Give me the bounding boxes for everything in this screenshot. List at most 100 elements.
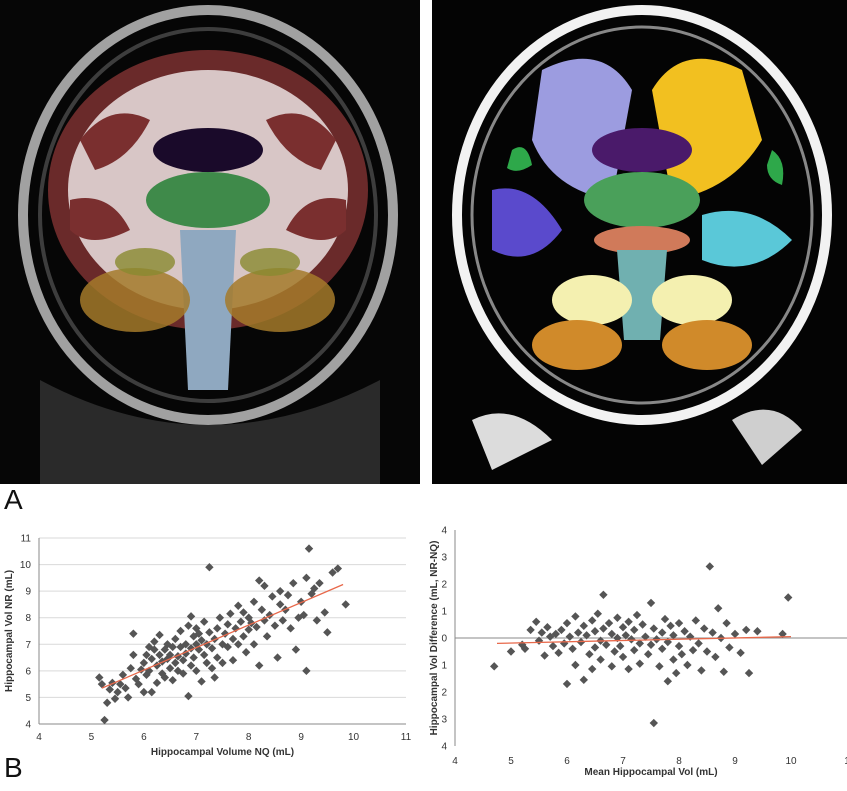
scatter-x-tick-label: 6 xyxy=(141,732,147,743)
bland-altman-data-point xyxy=(571,660,580,670)
bland-altman-data-point xyxy=(532,617,541,626)
scatter-data-point xyxy=(275,600,285,609)
bland-altman-data-point xyxy=(616,641,625,651)
bland-altman-data-point xyxy=(590,627,600,636)
bland-altman-data-point xyxy=(630,625,639,635)
bland-altman-y-tick-label: 4 xyxy=(441,742,447,753)
panel-b-label: B xyxy=(4,752,23,783)
bland-altman-data-point xyxy=(711,652,720,662)
scatter-data-point xyxy=(289,578,298,588)
scatter-data-point xyxy=(310,584,319,593)
scatter-data-point xyxy=(283,590,293,600)
scatter-data-point xyxy=(228,634,238,644)
bland-altman-data-point xyxy=(700,624,709,633)
bland-altman-data-point xyxy=(574,628,583,637)
bland-altman-data-point xyxy=(596,655,605,664)
bland-altman-data-point xyxy=(543,623,552,632)
bland-altman-data-point xyxy=(548,641,558,651)
scatter-data-point xyxy=(315,578,324,588)
bland-altman-data-point xyxy=(708,628,717,637)
bland-altman-data-point xyxy=(579,675,588,685)
mri-coronal-segmented-image xyxy=(432,0,847,484)
scatter-data-point xyxy=(268,592,277,601)
bland-altman-data-point xyxy=(644,650,653,659)
bland-altman-data-point xyxy=(736,648,745,658)
scatter-data-point xyxy=(299,610,308,620)
bland-altman-data-point xyxy=(610,647,619,656)
bland-altman-data-point xyxy=(562,679,572,689)
scatter-data-point xyxy=(123,693,133,702)
bland-altman-x-tick-label: 6 xyxy=(564,756,570,767)
bland-altman-data-point xyxy=(672,668,681,678)
bland-altman-data-point xyxy=(714,604,723,613)
bland-altman-trend-line xyxy=(496,636,792,645)
scatter-data-point xyxy=(304,544,314,553)
bland-altman-data-point xyxy=(674,618,684,628)
scatter-data-point xyxy=(341,600,350,609)
bland-altman-data-point xyxy=(571,612,580,621)
bland-altman-data-point xyxy=(607,662,616,671)
bland-altman-data-point xyxy=(602,640,611,649)
scatter-data-point xyxy=(223,642,232,652)
bland-altman-data-point xyxy=(568,644,577,653)
bland-altman-data-point xyxy=(618,652,628,662)
bland-altman-data-point xyxy=(688,645,698,655)
scatter-y-tick-label: 5 xyxy=(25,693,31,704)
panel-a-label: A xyxy=(4,484,23,515)
bland-altman-data-point xyxy=(599,624,608,633)
correlation-scatter-chart: 4 5 6 7 8 9 10 11 4 5 6 7 8 9 10 11 Hippocampal Volume N… xyxy=(0,515,420,760)
scatter-data-point xyxy=(215,613,225,622)
scatter-data-point xyxy=(210,673,219,682)
scatter-data-point xyxy=(168,675,177,685)
scatter-x-tick-label: 4 xyxy=(36,732,42,743)
scatter-x-tick-label: 10 xyxy=(348,732,360,743)
bland-altman-x-axis-title: Mean Hippocampal Vol (mL) xyxy=(584,767,717,778)
bland-altman-y-tick-label: 3 xyxy=(441,553,447,564)
scatter-data-point xyxy=(273,653,282,662)
scatter-data-point xyxy=(286,624,295,633)
scatter-data-point xyxy=(239,632,248,641)
bland-altman-data-point xyxy=(663,677,672,686)
bland-altman-y-tick-label: 0 xyxy=(441,634,447,645)
bland-altman-chart: 456789101432101234Mean Hippocampal Vol (… xyxy=(425,515,847,786)
bland-altman-data-point xyxy=(660,614,670,624)
bland-altman-data-point xyxy=(554,648,563,658)
bland-altman-data-point xyxy=(618,623,628,632)
scatter-data-point xyxy=(105,685,114,694)
bland-altman-x-tick-label: 9 xyxy=(732,756,738,767)
scatter-data-point xyxy=(147,687,156,697)
scatter-data-point xyxy=(213,624,222,633)
bland-altman-data-point xyxy=(784,593,793,602)
bland-altman-x-tick-label: 7 xyxy=(620,756,626,767)
bland-altman-data-point xyxy=(534,636,544,645)
bland-altman-y-tick-label: 1 xyxy=(441,661,447,672)
bland-altman-data-point xyxy=(526,625,535,635)
scatter-data-point xyxy=(192,666,201,676)
bland-altman-x-tick-label: 10 xyxy=(785,756,797,767)
bland-altman-data-point xyxy=(680,627,689,636)
scatter-data-point xyxy=(328,568,337,577)
scatter-data-point xyxy=(205,628,214,637)
scatter-data-point xyxy=(186,612,196,621)
scatter-data-point xyxy=(199,650,209,660)
scatter-data-point xyxy=(129,650,138,660)
scatter-data-point xyxy=(210,634,219,644)
scatter-data-point xyxy=(249,597,259,606)
scatter-data-point xyxy=(262,632,272,641)
bland-altman-data-point xyxy=(590,643,600,652)
bland-altman-data-point xyxy=(683,660,692,670)
bland-altman-data-point xyxy=(579,621,588,631)
scatter-y-tick-label: 10 xyxy=(20,560,32,571)
scatter-y-tick-label: 7 xyxy=(25,640,31,651)
scatter-data-point xyxy=(129,629,138,638)
bland-altman-data-point xyxy=(725,643,734,652)
scatter-x-tick-label: 11 xyxy=(401,732,412,743)
scatter-y-tick-label: 8 xyxy=(25,613,31,624)
scatter-data-point xyxy=(171,658,180,668)
mri-coronal-original-image xyxy=(0,0,420,484)
scatter-data-point xyxy=(184,621,193,630)
scatter-data-point xyxy=(207,644,217,653)
scatter-data-point xyxy=(160,673,170,682)
scatter-data-point xyxy=(260,581,269,591)
bland-altman-data-point xyxy=(537,628,546,637)
